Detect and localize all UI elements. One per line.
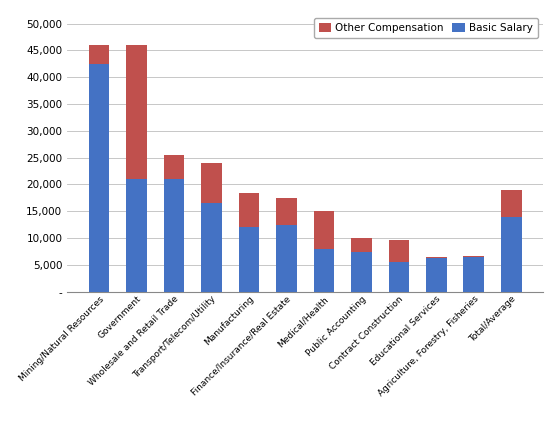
Bar	[201, 203, 222, 292]
Bar	[127, 179, 147, 292]
Bar	[426, 257, 447, 258]
Bar	[127, 45, 147, 179]
Bar	[464, 256, 484, 257]
Bar	[351, 251, 372, 292]
Legend: Other Compensation, Basic Salary: Other Compensation, Basic Salary	[314, 18, 538, 39]
Bar	[501, 190, 521, 217]
Bar	[276, 225, 297, 292]
Bar	[201, 163, 222, 203]
Bar	[314, 211, 334, 249]
Bar	[239, 193, 259, 227]
Bar	[351, 238, 372, 251]
Bar	[239, 227, 259, 292]
Bar	[389, 262, 409, 292]
Bar	[89, 64, 109, 292]
Bar	[389, 240, 409, 262]
Bar	[314, 249, 334, 292]
Bar	[501, 217, 521, 292]
Bar	[426, 258, 447, 292]
Bar	[89, 45, 109, 64]
Bar	[464, 257, 484, 292]
Bar	[164, 179, 184, 292]
Bar	[164, 155, 184, 179]
Bar	[276, 198, 297, 225]
